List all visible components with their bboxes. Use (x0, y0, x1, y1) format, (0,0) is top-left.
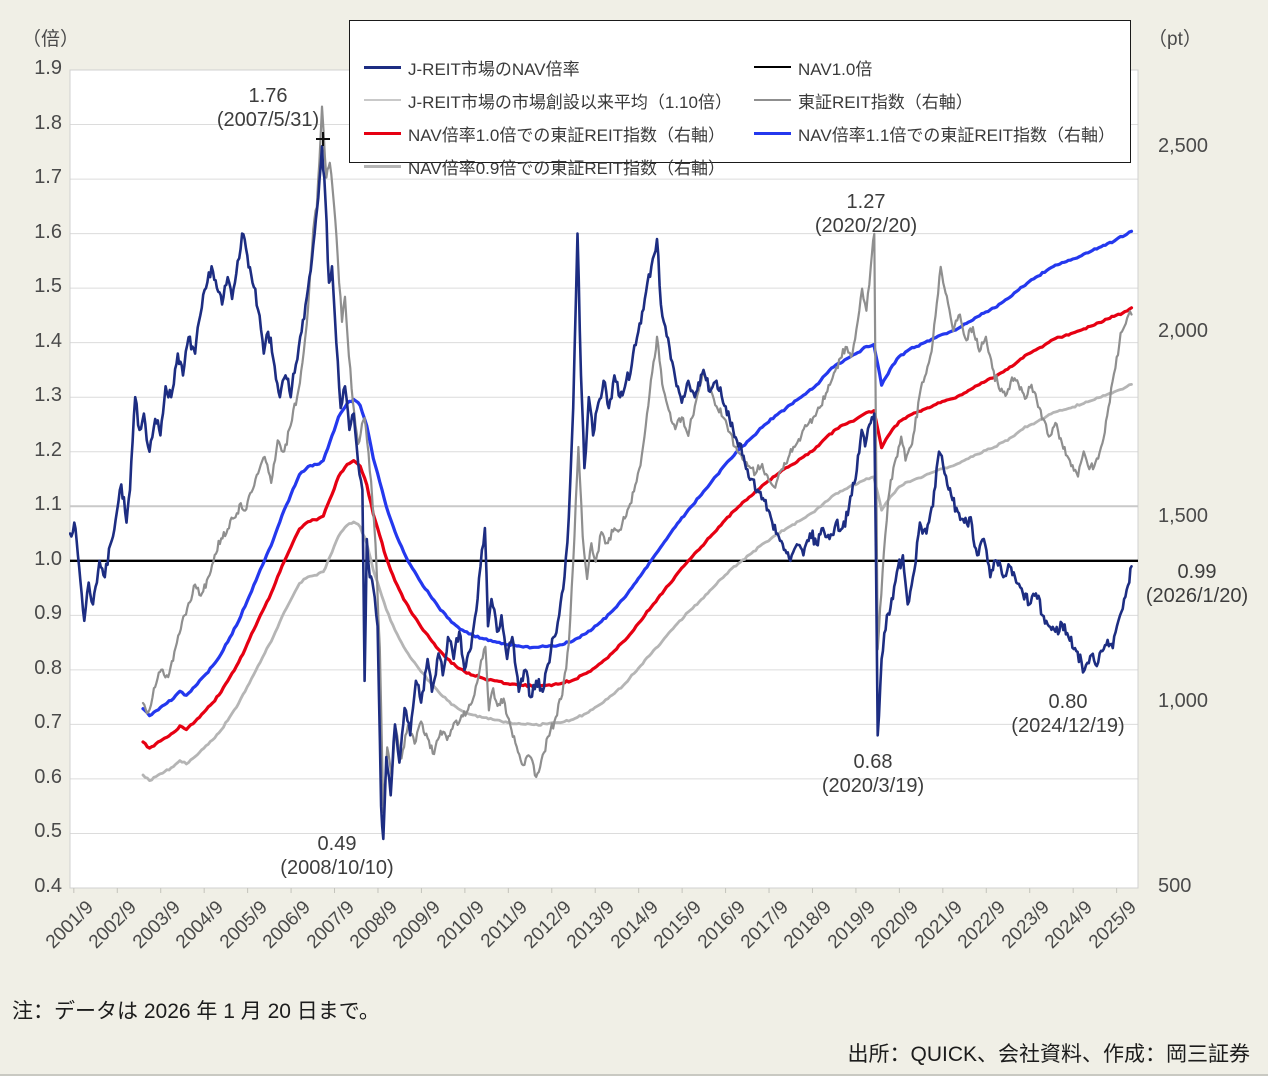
series-nav11x (141, 229, 1134, 718)
right-axis-tick-label: 500 (1158, 875, 1192, 897)
left-axis-tick-label: 1.6 (34, 220, 62, 243)
annotation-0.49: 0.49 (2008/10/10) (280, 832, 393, 880)
annotation-date: (2026/1/20) (1145, 585, 1249, 607)
annotation-date: (2008/10/10) (280, 857, 394, 879)
annotation-value: 1.76 (248, 85, 288, 107)
annotation-0.99: 0.99 (2026/1/20) (1146, 560, 1248, 608)
annotation-1.27: 1.27 (2020/2/20) (815, 190, 917, 238)
annotation-0.80: 0.80 (2024/12/19) (1011, 690, 1124, 738)
plot-area (70, 70, 1138, 888)
source-text: 出所：QUICK、会社資料、作成：岡三証券 (847, 1043, 1250, 1066)
left-axis-tick-label: 0.8 (34, 656, 62, 679)
legend-label-nav_ratio: J-REIT市場のNAV倍率 (408, 59, 580, 79)
legend-item-nav_ratio: J-REIT市場のNAV倍率 (364, 57, 580, 79)
annotation-value: 0.49 (317, 833, 357, 855)
series-nav_ratio (69, 145, 1133, 841)
left-axis-tick-label: 0.4 (34, 875, 62, 897)
left-axis-tick-label: 0.6 (34, 765, 62, 788)
annotation-0.68: 0.68 (2020/3/19) (822, 750, 924, 798)
left-axis-unit: （倍） (22, 29, 80, 50)
left-axis-tick-label: 0.7 (34, 711, 62, 734)
annotation-value: 0.68 (853, 751, 893, 773)
right-axis-tick-label: 2,000 (1158, 320, 1209, 342)
left-axis-tick-label: 1.0 (34, 547, 62, 570)
legend-swatch-nav_ratio (364, 65, 401, 69)
annotation-date: (2020/2/20) (814, 215, 918, 237)
right-axis-tick-label: 1,000 (1158, 690, 1209, 712)
legend-swatch-nav1x (364, 131, 401, 135)
right-axis-tick-label: 1,500 (1158, 505, 1209, 527)
left-axis-tick-label: 1.3 (34, 384, 62, 407)
left-axis-tick-label: 1.1 (34, 493, 62, 516)
peak-plus-marker (316, 132, 330, 146)
series-tse_reit (141, 105, 1133, 814)
right-axis-tick-label: 2,500 (1158, 135, 1209, 157)
annotation-value: 0.99 (1177, 561, 1217, 583)
legend-label-tse_reit: 東証REIT指数（右軸） (798, 92, 973, 112)
annotation-date: (2020/3/19) (821, 775, 925, 797)
legend-item-nav09x: NAV倍率0.9倍での東証REIT指数（右軸） (364, 156, 726, 178)
legend-swatch-tse_reit (754, 99, 791, 101)
left-axis-tick-label: 1.4 (34, 329, 62, 352)
legend-label-nav1x: NAV倍率1.0倍での東証REIT指数（右軸） (408, 125, 726, 145)
annotation-value: 0.80 (1048, 691, 1088, 713)
legend-item-nav1x: NAV倍率1.0倍での東証REIT指数（右軸） (364, 123, 726, 145)
legend-label-nav09x: NAV倍率0.9倍での東証REIT指数（右軸） (408, 158, 726, 178)
series-nav09x (141, 383, 1133, 782)
legend: J-REIT市場のNAV倍率 J-REIT市場の市場創設以来平均（1.10倍） NA… (349, 20, 1131, 178)
left-axis-tick-label: 1.5 (34, 275, 62, 298)
right-axis-unit: （pt） (1148, 29, 1202, 50)
legend-swatch-nav09x (364, 164, 401, 168)
legend-label-nav_avg: J-REIT市場の市場創設以来平均（1.10倍） (408, 92, 732, 112)
annotation-1.76: 1.76 (2007/5/31) (217, 84, 319, 132)
legend-item-tse_reit: 東証REIT指数（右軸） (754, 90, 973, 112)
series-nav1x (141, 306, 1134, 750)
left-axis-tick-label: 0.5 (34, 820, 62, 843)
annotation-value: 1.27 (846, 191, 886, 213)
legend-item-nav_one: NAV1.0倍 (754, 57, 873, 79)
legend-swatch-nav_one (754, 66, 791, 68)
legend-label-nav11x: NAV倍率1.1倍での東証REIT指数（右軸） (798, 125, 1116, 145)
annotation-date: (2007/5/31) (216, 109, 320, 131)
left-axis-tick-label: 1.9 (34, 57, 62, 79)
left-axis-tick-label: 1.8 (34, 111, 62, 134)
left-axis-tick-label: 0.9 (34, 602, 62, 625)
note-text: 注：データは 2026 年 1 月 20 日まで。 (12, 1000, 380, 1023)
left-axis-tick-label: 1.2 (34, 438, 62, 461)
annotation-date: (2024/12/19) (1011, 715, 1125, 737)
left-axis-tick-label: 1.7 (34, 166, 62, 189)
legend-item-nav11x: NAV倍率1.1倍での東証REIT指数（右軸） (754, 123, 1116, 145)
legend-label-nav_one: NAV1.0倍 (798, 59, 873, 79)
legend-item-nav_avg: J-REIT市場の市場創設以来平均（1.10倍） (364, 90, 732, 112)
legend-swatch-nav11x (754, 131, 791, 135)
legend-swatch-nav_avg (364, 99, 401, 101)
